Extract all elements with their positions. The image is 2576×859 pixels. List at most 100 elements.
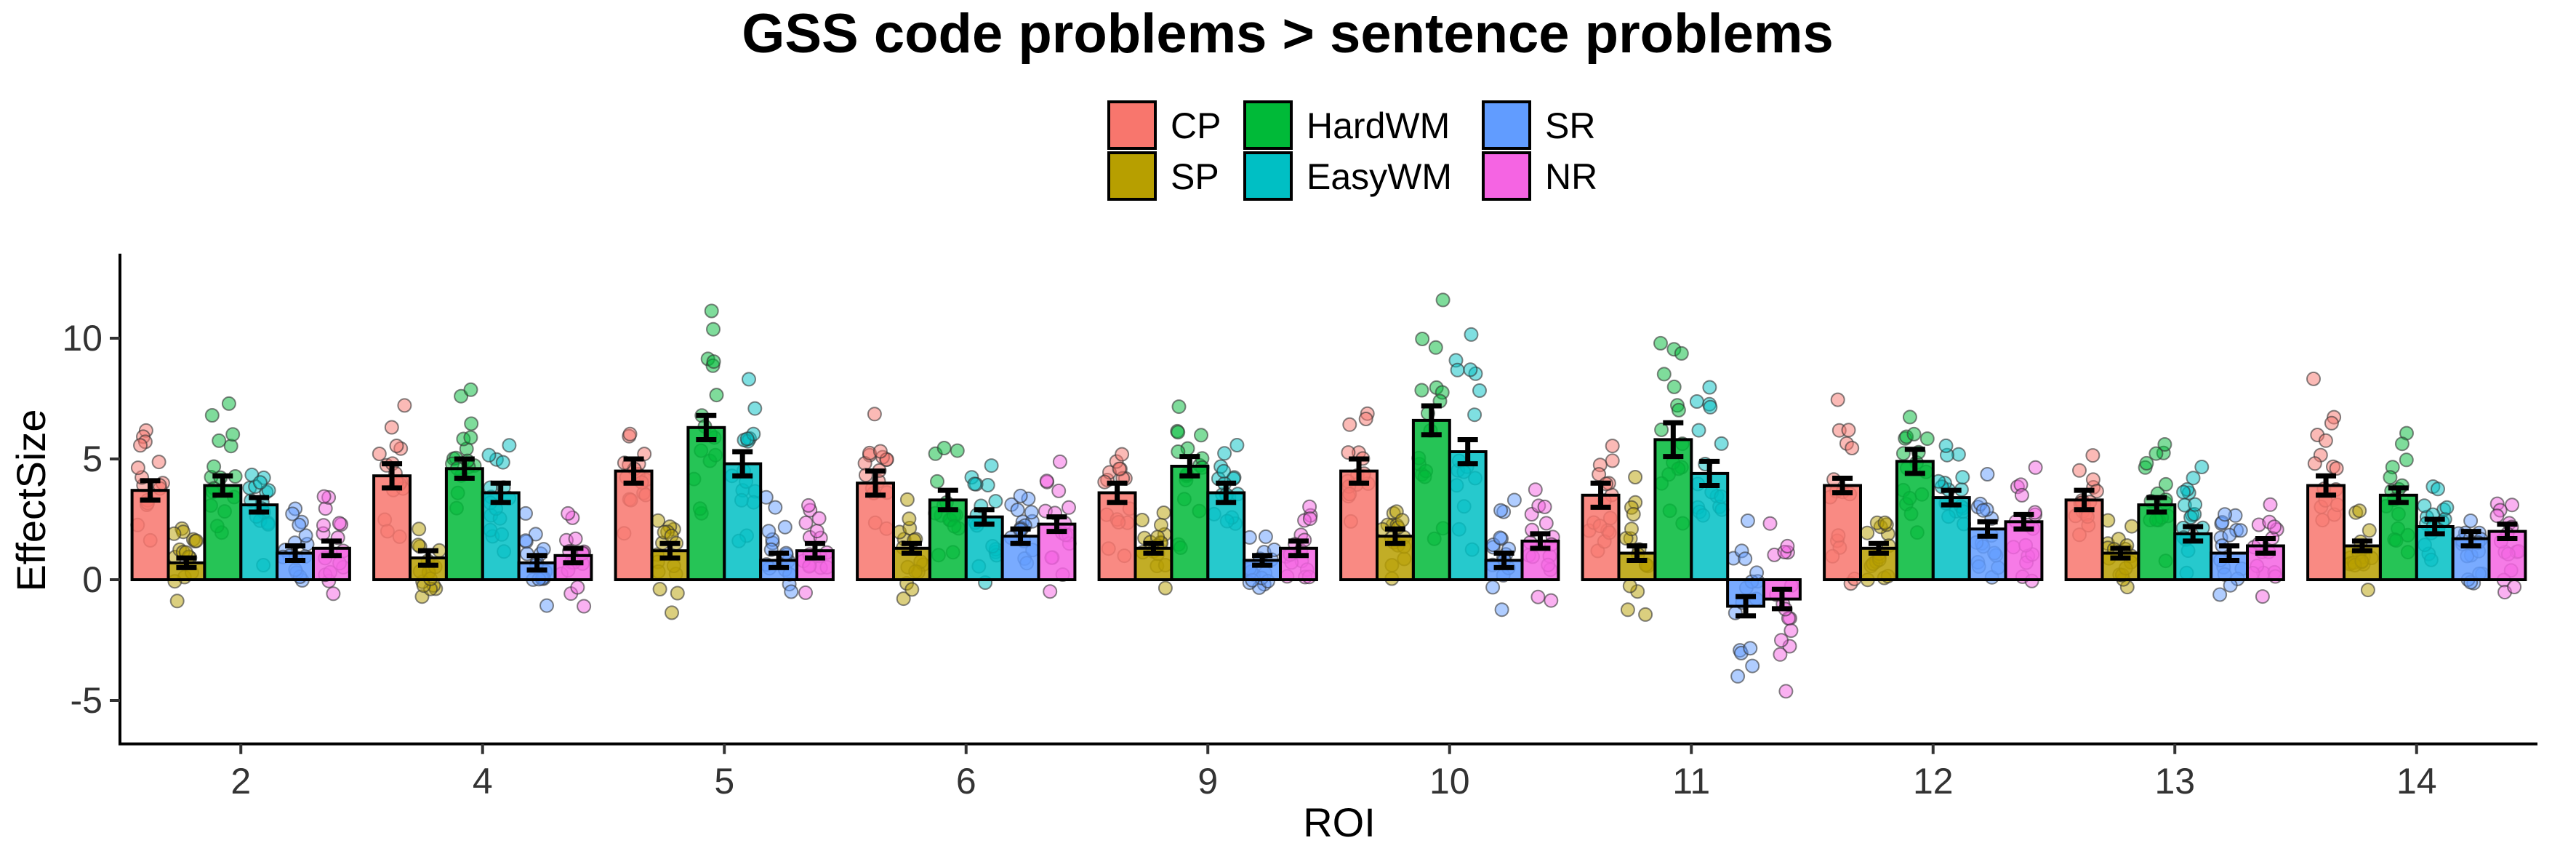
x-axis-title: ROI (1303, 799, 1376, 845)
data-point (1714, 436, 1729, 451)
error-bar (804, 540, 825, 561)
bar-hardwm-roi-11 (1653, 438, 1693, 582)
bar-hardwm-roi-12 (1895, 460, 1935, 581)
error-bar (1010, 526, 1031, 546)
data-point (1134, 513, 1149, 527)
data-point (930, 474, 944, 489)
data-point (1450, 362, 1465, 377)
error-bar (563, 546, 584, 566)
data-point (2489, 508, 2505, 524)
data-point (1485, 580, 1501, 595)
bar-cp-roi-12 (1823, 484, 1863, 581)
data-point (2255, 589, 2270, 604)
bar-cp-roi-5 (614, 469, 654, 581)
legend: CP SP HardWM EasyWM SR NR (1107, 100, 1597, 201)
error-bar (1832, 476, 1853, 495)
bar-cp-roi-2 (130, 489, 170, 582)
error-bar (2110, 546, 2131, 561)
bars (130, 418, 2527, 608)
x-tick-label-roi-12: 12 (1913, 761, 1954, 802)
data-point (1538, 516, 1554, 531)
data-point (2194, 460, 2210, 474)
data-point (747, 401, 763, 416)
error-bar (2388, 485, 2409, 506)
error-bar (321, 538, 342, 559)
data-point (2014, 487, 2029, 503)
error-bar (2074, 487, 2095, 513)
data-point (1302, 511, 1317, 527)
data-point (622, 426, 638, 442)
data-point (1674, 345, 1689, 361)
y-axis-title: EffectSize (8, 409, 54, 591)
data-point (1605, 439, 1620, 454)
data-point (2318, 433, 2333, 448)
error-bars (140, 403, 2518, 619)
error-bar (526, 553, 547, 573)
data-point (1154, 517, 1168, 532)
data-point (777, 519, 793, 535)
legend-label: EasyWM (1307, 156, 1452, 197)
data-point (1745, 658, 1760, 674)
bar-easywm-roi-9 (1206, 491, 1246, 581)
data-point (1342, 417, 1357, 432)
x-tick-label-roi-5: 5 (714, 761, 734, 802)
data-point (2505, 498, 2519, 513)
data-point (1414, 383, 1429, 398)
data-point (706, 354, 721, 369)
data-point (1638, 607, 1653, 622)
data-point (464, 416, 479, 431)
data-point (1043, 584, 1058, 599)
data-point (1013, 488, 1028, 503)
error-bar (2219, 543, 2240, 563)
x-tick-label-roi-6: 6 (956, 761, 976, 802)
data-point (1494, 602, 1509, 618)
data-point (706, 321, 721, 337)
data-point (1622, 578, 1637, 594)
data-point (1115, 447, 1130, 462)
bar-hardwm-roi-10 (1411, 418, 1451, 582)
legend-item-hardwm: HardWM (1243, 100, 1450, 150)
data-point (936, 441, 952, 455)
data-point (809, 524, 824, 539)
error-bar (901, 540, 922, 556)
data-point (784, 584, 799, 599)
data-point (1171, 425, 1186, 440)
error-bar (2460, 529, 2481, 549)
data-point (570, 580, 585, 595)
x-tick-label-roi-14: 14 (2396, 761, 2437, 802)
error-bar (1421, 403, 1442, 438)
legend-item-nr: NR (1482, 151, 1597, 201)
data-point (798, 515, 814, 530)
bar-cp-roi-13 (2064, 498, 2104, 582)
data-point (2139, 455, 2154, 471)
data-point (518, 506, 533, 521)
error-bar (659, 540, 681, 561)
legend-label: SP (1171, 156, 1219, 197)
data-point (1666, 379, 1682, 394)
data-point (151, 455, 166, 470)
data-point (1955, 470, 1970, 485)
error-bar (1590, 480, 1611, 510)
data-point (481, 447, 497, 463)
data-point (1051, 483, 1067, 498)
bar-cp-roi-10 (1339, 469, 1379, 581)
error-bar (1736, 594, 1757, 619)
data-point (568, 531, 583, 546)
data-point (133, 438, 148, 453)
data-point (2324, 415, 2339, 431)
data-point (1464, 327, 1479, 342)
error-bar (1941, 487, 1962, 508)
error-bar (417, 548, 438, 568)
y-tick-label: 5 (82, 439, 103, 479)
error-bar (1493, 550, 1514, 570)
data-point (412, 522, 427, 537)
error-bar (1046, 514, 1067, 535)
error-bar (1288, 538, 1309, 559)
data-point (1258, 529, 1273, 544)
data-point (902, 511, 917, 527)
data-point (1628, 470, 1643, 484)
data-point (739, 431, 755, 447)
data-point (2267, 519, 2282, 535)
data-point (1743, 641, 1758, 656)
